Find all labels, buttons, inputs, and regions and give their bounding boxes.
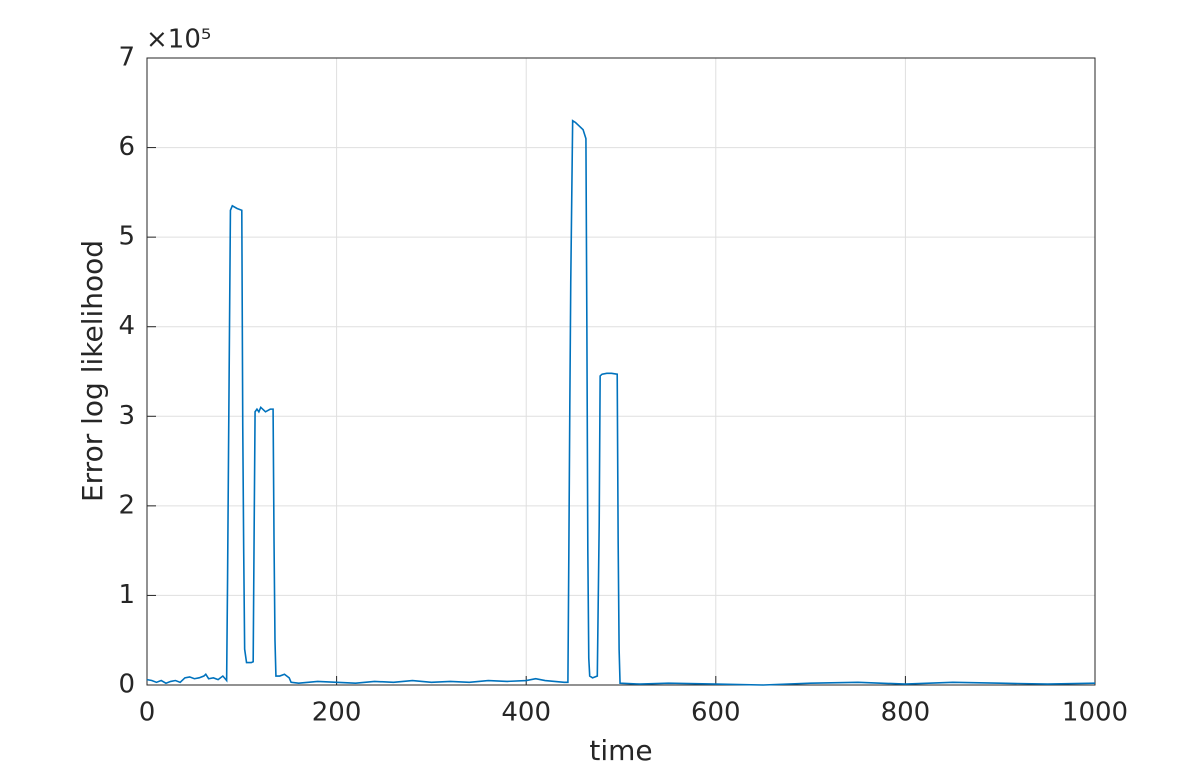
x-tick-label: 400: [501, 698, 551, 728]
y-tick-label: 0: [118, 670, 135, 700]
x-tick-label: 800: [881, 698, 931, 728]
x-tick-label: 200: [312, 698, 362, 728]
x-tick-label: 0: [139, 698, 156, 728]
x-tick-label: 1000: [1062, 698, 1128, 728]
y-tick-label: 4: [118, 311, 135, 341]
axes-box: [146, 57, 1096, 686]
x-tick-label: 600: [691, 698, 741, 728]
y-tick-label: 5: [118, 222, 135, 252]
y-tick-label: 2: [118, 490, 135, 520]
plot-area: [147, 58, 1095, 685]
x-axis-label: time: [589, 734, 652, 767]
y-tick-label: 6: [118, 132, 135, 162]
y-tick-label: 7: [118, 43, 135, 73]
data-line: [146, 119, 1096, 686]
y-tick-label: 1: [118, 580, 135, 610]
y-tick-label: 3: [118, 401, 135, 431]
y-axis-label: Error log likelihood: [76, 240, 109, 502]
y-multiplier: ×10⁵: [146, 25, 211, 55]
